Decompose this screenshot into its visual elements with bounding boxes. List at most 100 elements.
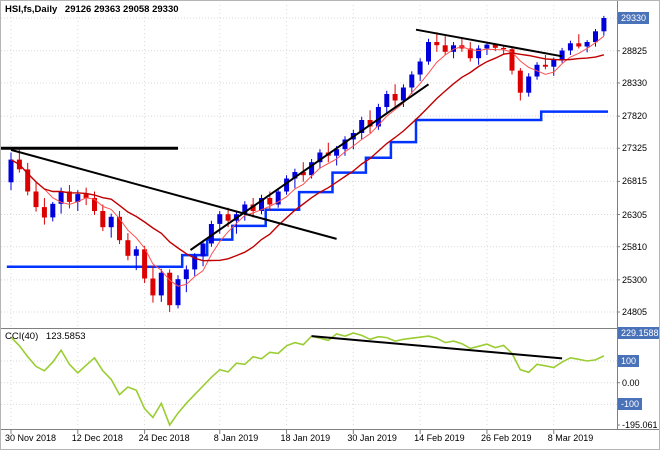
candle-body-up xyxy=(334,149,340,156)
candle-body-down xyxy=(167,272,173,306)
candle-body-down xyxy=(509,49,515,71)
candle-body-up xyxy=(417,61,423,75)
axis-label: 28825 xyxy=(622,45,648,56)
date-label: 26 Feb 2019 xyxy=(480,433,532,443)
moving-average-slow xyxy=(10,52,605,262)
candle-body-up xyxy=(451,45,456,52)
candle-body-down xyxy=(300,172,306,176)
candle-body-up xyxy=(309,162,315,176)
candlestick-series xyxy=(8,15,607,312)
candle-body-down xyxy=(83,194,89,198)
chart-title: HSI,fs,Daily 29126 29363 29058 29330 xyxy=(5,4,179,15)
date-label: 24 Dec 2018 xyxy=(138,433,190,443)
candle-body-up xyxy=(551,59,557,67)
candle-body-up xyxy=(400,87,406,101)
axis-label: 25300 xyxy=(622,274,648,285)
candle-body-up xyxy=(426,42,431,62)
candle-body-up xyxy=(292,172,298,179)
candle-body-up xyxy=(317,152,323,163)
date-label: 8 Mar 2019 xyxy=(547,433,594,443)
candle-body-up xyxy=(284,178,290,192)
grid-lines xyxy=(1,5,617,434)
candle-body-up xyxy=(8,159,14,183)
candle-body-down xyxy=(125,240,131,256)
ohlc-values: 29126 29363 29058 29330 xyxy=(64,4,179,15)
date-label: 18 Jan 2019 xyxy=(280,433,331,443)
axis-label: 26305 xyxy=(622,209,648,220)
axis-label: 24805 xyxy=(622,307,648,317)
candle-body-down xyxy=(367,120,373,127)
indicator-level-box: -100 xyxy=(618,398,643,411)
candle-body-up xyxy=(108,216,114,228)
indicator-name: CCI(40) xyxy=(5,331,39,342)
candle-body-up xyxy=(242,204,248,215)
candle-body-down xyxy=(501,47,507,50)
axis-label: 26815 xyxy=(622,176,648,187)
candle-body-up xyxy=(158,272,164,296)
axis-label: 27820 xyxy=(622,111,648,122)
candle-body-down xyxy=(467,48,473,59)
axis-label: 25810 xyxy=(622,241,648,252)
candle-body-up xyxy=(175,279,181,306)
candle-body-down xyxy=(25,169,31,192)
candle-body-up xyxy=(200,243,206,257)
candle-body-down xyxy=(434,42,440,46)
candle-body-down xyxy=(517,70,523,93)
indicator-value: 123.5853 xyxy=(45,331,86,342)
price-axis[interactable]: 28825 28330 27820 27325 26815 26305 25810 25300… xyxy=(618,1,659,449)
candle-body-down xyxy=(492,44,498,48)
candle-body-down xyxy=(542,64,548,67)
trendline[interactable] xyxy=(10,148,337,240)
candle-body-down xyxy=(392,94,398,101)
trendline[interactable] xyxy=(415,28,563,58)
axis-label: 28330 xyxy=(622,77,648,88)
candle-body-up xyxy=(375,107,381,127)
candle-body-down xyxy=(225,214,231,221)
candle-body-up xyxy=(593,31,598,43)
candle-body-up xyxy=(275,191,281,205)
cci-line xyxy=(10,332,605,427)
indicator-title: CCI(40) 123.5853 xyxy=(5,331,86,342)
candle-body-down xyxy=(33,191,39,208)
candle-body-up xyxy=(584,42,590,47)
candle-body-down xyxy=(117,216,122,241)
indicator-trendline[interactable] xyxy=(311,335,563,360)
trendline[interactable] xyxy=(189,83,430,251)
time-axis[interactable]: 30 Nov 2018 12 Dec 2018 24 Dec 2018 8 Jan 2… xyxy=(1,433,617,449)
date-label: 30 Nov 2018 xyxy=(5,433,57,443)
candle-body-up xyxy=(342,139,348,150)
candle-body-up xyxy=(409,74,415,88)
candle-body-down xyxy=(92,198,97,211)
candle-body-up xyxy=(75,194,81,202)
candle-body-down xyxy=(267,198,273,205)
candle-body-down xyxy=(100,211,106,228)
candle-body-up xyxy=(384,94,390,107)
candle-body-down xyxy=(576,43,582,47)
candle-body-up xyxy=(58,191,64,204)
candle-body-up xyxy=(567,43,573,51)
date-label: 30 Jan 2019 xyxy=(347,433,397,443)
axis-label: -195.061 xyxy=(622,420,658,430)
candle-body-down xyxy=(250,204,256,211)
symbol-period-label: HSI,fs,Daily xyxy=(5,4,58,15)
candle-body-up xyxy=(208,224,214,244)
candle-body-down xyxy=(142,249,148,279)
candle-body-up xyxy=(601,18,607,32)
candle-body-up xyxy=(50,203,56,218)
candle-body-up xyxy=(133,249,139,256)
current-price-box: 29330 xyxy=(618,12,650,24)
candle-body-up xyxy=(217,214,223,224)
date-label: 12 Dec 2018 xyxy=(71,433,123,443)
date-label: 14 Feb 2019 xyxy=(414,433,465,443)
candle-body-up xyxy=(559,50,565,60)
trailing-stop-line xyxy=(6,110,608,269)
candle-body-down xyxy=(150,278,156,296)
axis-label: 27325 xyxy=(622,143,648,154)
candle-body-up xyxy=(183,269,189,280)
indicator-level-box: 100 xyxy=(618,355,640,367)
candle-body-up xyxy=(526,76,532,93)
candle-body-up xyxy=(192,256,198,270)
candle-body-down xyxy=(66,191,72,202)
